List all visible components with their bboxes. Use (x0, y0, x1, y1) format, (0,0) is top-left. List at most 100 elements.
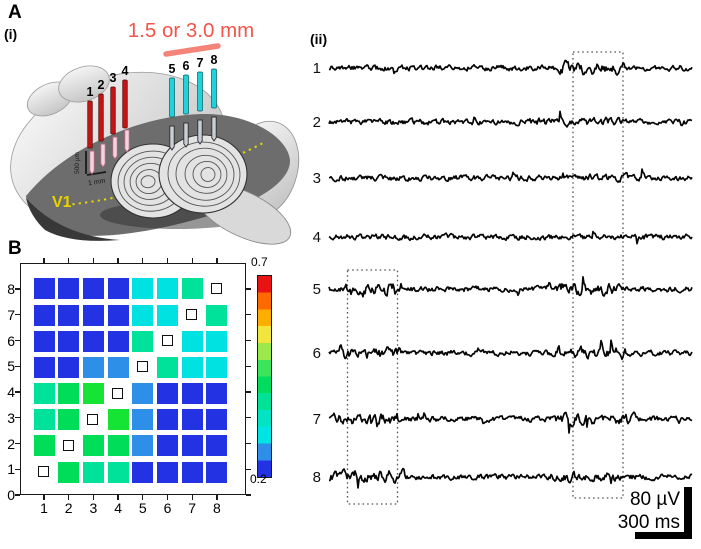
heatmap-cell-x7-y6 (181, 330, 203, 352)
heatmap-cell-x8-y7 (206, 304, 228, 326)
x-axis-tick-top (166, 258, 169, 263)
heatmap-cell-x6-y5 (157, 356, 178, 378)
red-array-electrode-4 (122, 79, 128, 129)
trace-label-1: 1 (313, 60, 321, 77)
y-tick-label: 1 (7, 461, 15, 478)
panel-a-label: A (8, 2, 22, 23)
y-tick-label: 7 (7, 306, 15, 323)
heatmap-cell-x7-y5 (181, 356, 203, 378)
implanted-electrode-marker (89, 150, 95, 175)
heatmap-cell-x2-y3 (58, 409, 80, 431)
red-array-electrode-1 (87, 100, 93, 149)
heatmap-cell-x3-y4 (82, 383, 104, 405)
heatmap-cell-x2-y5 (58, 356, 80, 378)
x-tick-label: 8 (212, 500, 221, 516)
y-axis-tick (15, 288, 20, 290)
y-tick-label: 3 (7, 409, 15, 426)
x-tick-label: 7 (188, 500, 197, 516)
y-tick-label: 4 (7, 384, 15, 400)
heatmap-cell-x1-y6 (33, 330, 55, 352)
heatmap-cell-x2-y7 (58, 304, 80, 326)
heatmap-cell-x1-y4 (33, 383, 55, 405)
y-axis-tick (15, 442, 20, 445)
distance-label: 1.5 or 3.0 mm (128, 19, 254, 42)
heatmap-diagonal-marker-6 (161, 335, 173, 347)
length-scale-label: 1 mm (88, 178, 107, 188)
burst-window-box-left (346, 269, 399, 505)
x-tick-label: 2 (64, 500, 73, 516)
trace-layer: 1 2 3 4 5 6 7 8 (313, 59, 693, 489)
voltage-trace-4 (328, 230, 693, 245)
y-axis-tick-right (246, 494, 251, 496)
heatmap-cell-x1-y7 (33, 304, 55, 326)
x-axis-tick (191, 495, 193, 500)
panel-ii-traces: (ii) 1 2 3 4 5 6 7 8 80 µV 300 ms (310, 31, 693, 539)
electrode-number-label: 8 (211, 53, 218, 67)
x-axis-tick (43, 495, 45, 500)
implanted-electrode-marker (112, 136, 118, 160)
v1-label: V1 (52, 194, 72, 211)
electrode-number-label: 3 (110, 71, 117, 85)
implanted-electrode-marker (183, 122, 189, 148)
implanted-electrode-marker (197, 119, 203, 145)
time-scale-label: 300 ms (618, 512, 680, 533)
heatmap-diagonal-marker-3 (87, 413, 99, 425)
panel-a-brain-schematic: A (i) 1.5 or 3.0 mm V1 (4, 2, 300, 245)
y-tick-label: 5 (7, 358, 15, 375)
heatmap-cell-x1-y5 (33, 356, 55, 378)
heatmap-cell-x6-y8 (157, 278, 178, 300)
voltage-trace-8 (328, 467, 693, 489)
length-scale-bar (86, 171, 107, 176)
cyan-array-electrode-6 (183, 74, 189, 115)
red-array-electrode-3 (110, 86, 116, 135)
electrode-number-label: 1 (87, 85, 94, 99)
x-axis-tick-top (142, 258, 144, 263)
colorbar-min-label: 0.2 (250, 472, 267, 486)
heatmap-cell-x8-y1 (206, 461, 228, 483)
heatmap-cell-x7-y3 (181, 409, 203, 431)
y-axis-tick-right (246, 442, 251, 445)
heatmap-cell-x8-y6 (206, 330, 228, 352)
voltage-trace-6 (328, 339, 693, 361)
heatmap-cell-x2-y8 (58, 278, 80, 300)
x-axis-tick (117, 495, 119, 500)
y-axis-tick-right (246, 417, 251, 419)
y-tick-label: 0 (7, 487, 15, 503)
x-axis-tick-top (92, 258, 95, 263)
x-tick-label: 4 (114, 500, 122, 516)
red-array-electrode-2 (98, 93, 104, 142)
x-tick-label: 5 (138, 500, 147, 516)
implanted-electrode-marker (211, 116, 217, 142)
cerebellum (110, 134, 248, 219)
y-tick-label: 6 (7, 332, 15, 349)
y-axis-tick (15, 468, 20, 470)
heatmap-cell-x3-y2 (82, 435, 104, 457)
implanted-electrode-marker (124, 129, 130, 153)
cyan-array-electrode-7 (197, 71, 203, 112)
y-axis-tick-right (246, 339, 251, 342)
implanted-electrode-marker (100, 143, 106, 168)
heatmap-cell-x1-y8 (33, 278, 55, 300)
heatmap-cell-x7-y2 (181, 435, 203, 457)
heatmap-cell-x2-y6 (58, 330, 80, 352)
panel-ii-label: (ii) (310, 31, 327, 47)
voltage-trace-1 (328, 59, 693, 76)
y-tick-label: 2 (7, 435, 15, 452)
x-axis-tick (166, 495, 169, 500)
heatmap-diagonal-marker-4 (112, 387, 124, 399)
x-axis-tick-top (43, 258, 45, 263)
colorbar (257, 275, 272, 478)
depth-scale-label: 500 µm (74, 152, 81, 174)
panel-b-label: B (8, 238, 22, 259)
v1-border-dotted-line (65, 141, 266, 206)
x-axis-tick (142, 495, 144, 500)
heatmap-cell-x5-y4 (132, 383, 154, 405)
time-scale-bar (635, 532, 692, 539)
y-axis-tick (15, 494, 20, 496)
heatmap-cell-x6-y4 (157, 383, 178, 405)
heatmap-cell-x5-y7 (132, 304, 154, 326)
heatmap-cell-x2-y4 (58, 383, 80, 405)
heatmap-cell-x4-y1 (107, 461, 129, 483)
heatmap-cell-x1-y3 (33, 409, 55, 431)
